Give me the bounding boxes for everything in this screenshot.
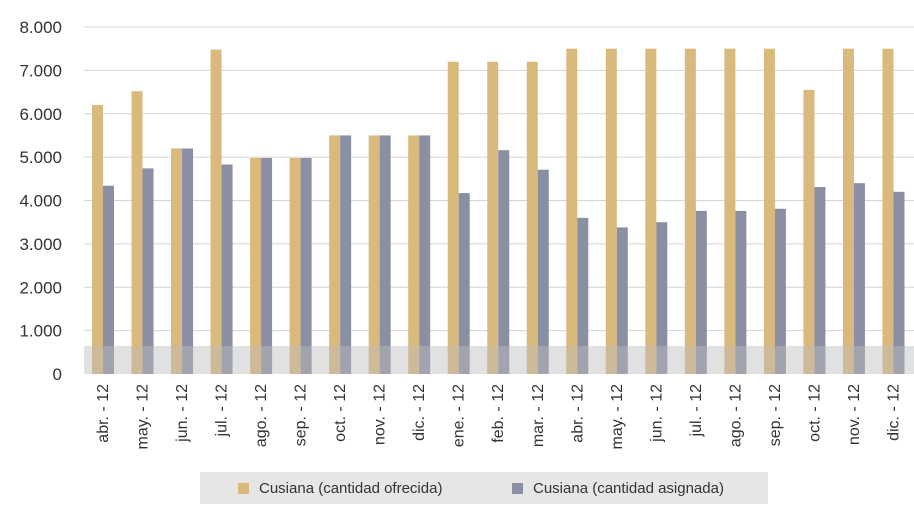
x-tick-label: abr. - 12 [569,384,586,443]
y-axis-ticks: 0 1.000 2.000 3.000 4.000 5.000 6.000 7.000 8.00… [19,18,62,384]
x-tick-label: jul. - 12 [688,384,705,438]
bar-asignada [458,193,470,374]
bar-asignada [616,227,628,374]
y-tick-label: 7.000 [19,61,62,80]
y-tick-label: 3.000 [19,235,62,254]
bar-asignada [261,157,273,374]
legend-item-ofrecida: Cusiana (cantidad ofrecida) [238,472,442,504]
y-tick-label: 5.000 [19,148,62,167]
bar-ofrecida [289,157,301,374]
bar-asignada [853,183,865,374]
bar-asignada [656,222,668,374]
legend-label-asignada: Cusiana (cantidad asignada) [533,479,724,497]
bar-ofrecida [763,48,775,374]
legend-swatch-ofrecida [238,482,249,494]
bar-ofrecida [882,48,894,374]
y-tick-label: 2.000 [19,278,62,297]
bar-ofrecida [645,48,657,374]
x-tick-label: ago. - 12 [727,384,744,447]
bar-ofrecida [368,135,380,374]
legend-label-ofrecida: Cusiana (cantidad ofrecida) [259,479,443,497]
bar-asignada [340,135,352,374]
y-tick-label: 6.000 [19,105,62,124]
bar-asignada [498,150,510,374]
bar-asignada [221,164,233,374]
legend: Cusiana (cantidad ofrecida) Cusiana (can… [200,472,768,504]
bar-asignada [537,169,549,374]
legend-swatch-asignada [512,482,523,494]
x-tick-label: oct. - 12 [332,384,349,442]
y-tick-label: 8.000 [19,18,62,37]
x-axis-ticks: abr. - 12 may. - 12 jun. - 12 jul. - 12 ago.… [95,384,902,450]
x-tick-label: jun. - 12 [648,384,665,443]
bar-asignada [379,135,391,374]
bar-ofrecida [408,135,420,374]
y-tick-label: 1.000 [19,322,62,341]
bar-asignada [103,185,114,374]
bar-asignada [300,157,312,374]
x-tick-label: may. - 12 [609,384,626,450]
x-tick-label: sep. - 12 [767,384,784,446]
bar-asignada [142,168,154,374]
x-tick-label: mar. - 12 [530,384,547,447]
bar-asignada [893,191,905,374]
baseline-band [84,346,914,374]
x-tick-label: may. - 12 [135,384,152,450]
bar-ofrecida [724,48,736,374]
bar-ofrecida [250,157,262,374]
bars [92,48,905,375]
bar-asignada [735,210,747,374]
bar-ofrecida [684,48,696,374]
x-tick-label: jun. - 12 [174,384,191,443]
bar-ofrecida [447,61,459,374]
y-tick-label: 4.000 [19,192,62,211]
bar-ofrecida [803,89,815,375]
bar-ofrecida [329,135,341,374]
x-tick-label: jul. - 12 [214,384,231,438]
y-tick-label: 0 [53,365,62,384]
bar-ofrecida [842,48,854,374]
bar-asignada [419,135,431,374]
bar-ofrecida [487,61,499,374]
bar-ofrecida [171,148,183,374]
x-tick-label: ago. - 12 [253,384,270,447]
x-tick-label: nov. - 12 [846,384,863,445]
x-tick-label: abr. - 12 [95,384,112,443]
bar-ofrecida [526,61,538,374]
bar-ofrecida [131,91,143,374]
x-tick-label: dic. - 12 [411,384,428,441]
x-tick-label: ene. - 12 [451,384,468,447]
legend-item-asignada: Cusiana (cantidad asignada) [512,472,724,504]
bar-asignada [774,208,786,374]
x-tick-label: nov. - 12 [372,384,389,445]
bar-ofrecida [566,48,578,374]
x-tick-label: sep. - 12 [293,384,310,446]
bar-asignada [695,210,707,374]
x-tick-label: dic. - 12 [885,384,902,441]
x-tick-label: feb. - 12 [490,384,507,443]
bar-asignada [182,148,194,374]
bar-asignada [814,187,826,374]
bar-ofrecida [605,48,617,374]
bar-asignada [577,217,589,374]
x-tick-label: oct. - 12 [806,384,823,442]
bar-ofrecida [92,105,103,374]
bar-ofrecida [210,49,222,375]
